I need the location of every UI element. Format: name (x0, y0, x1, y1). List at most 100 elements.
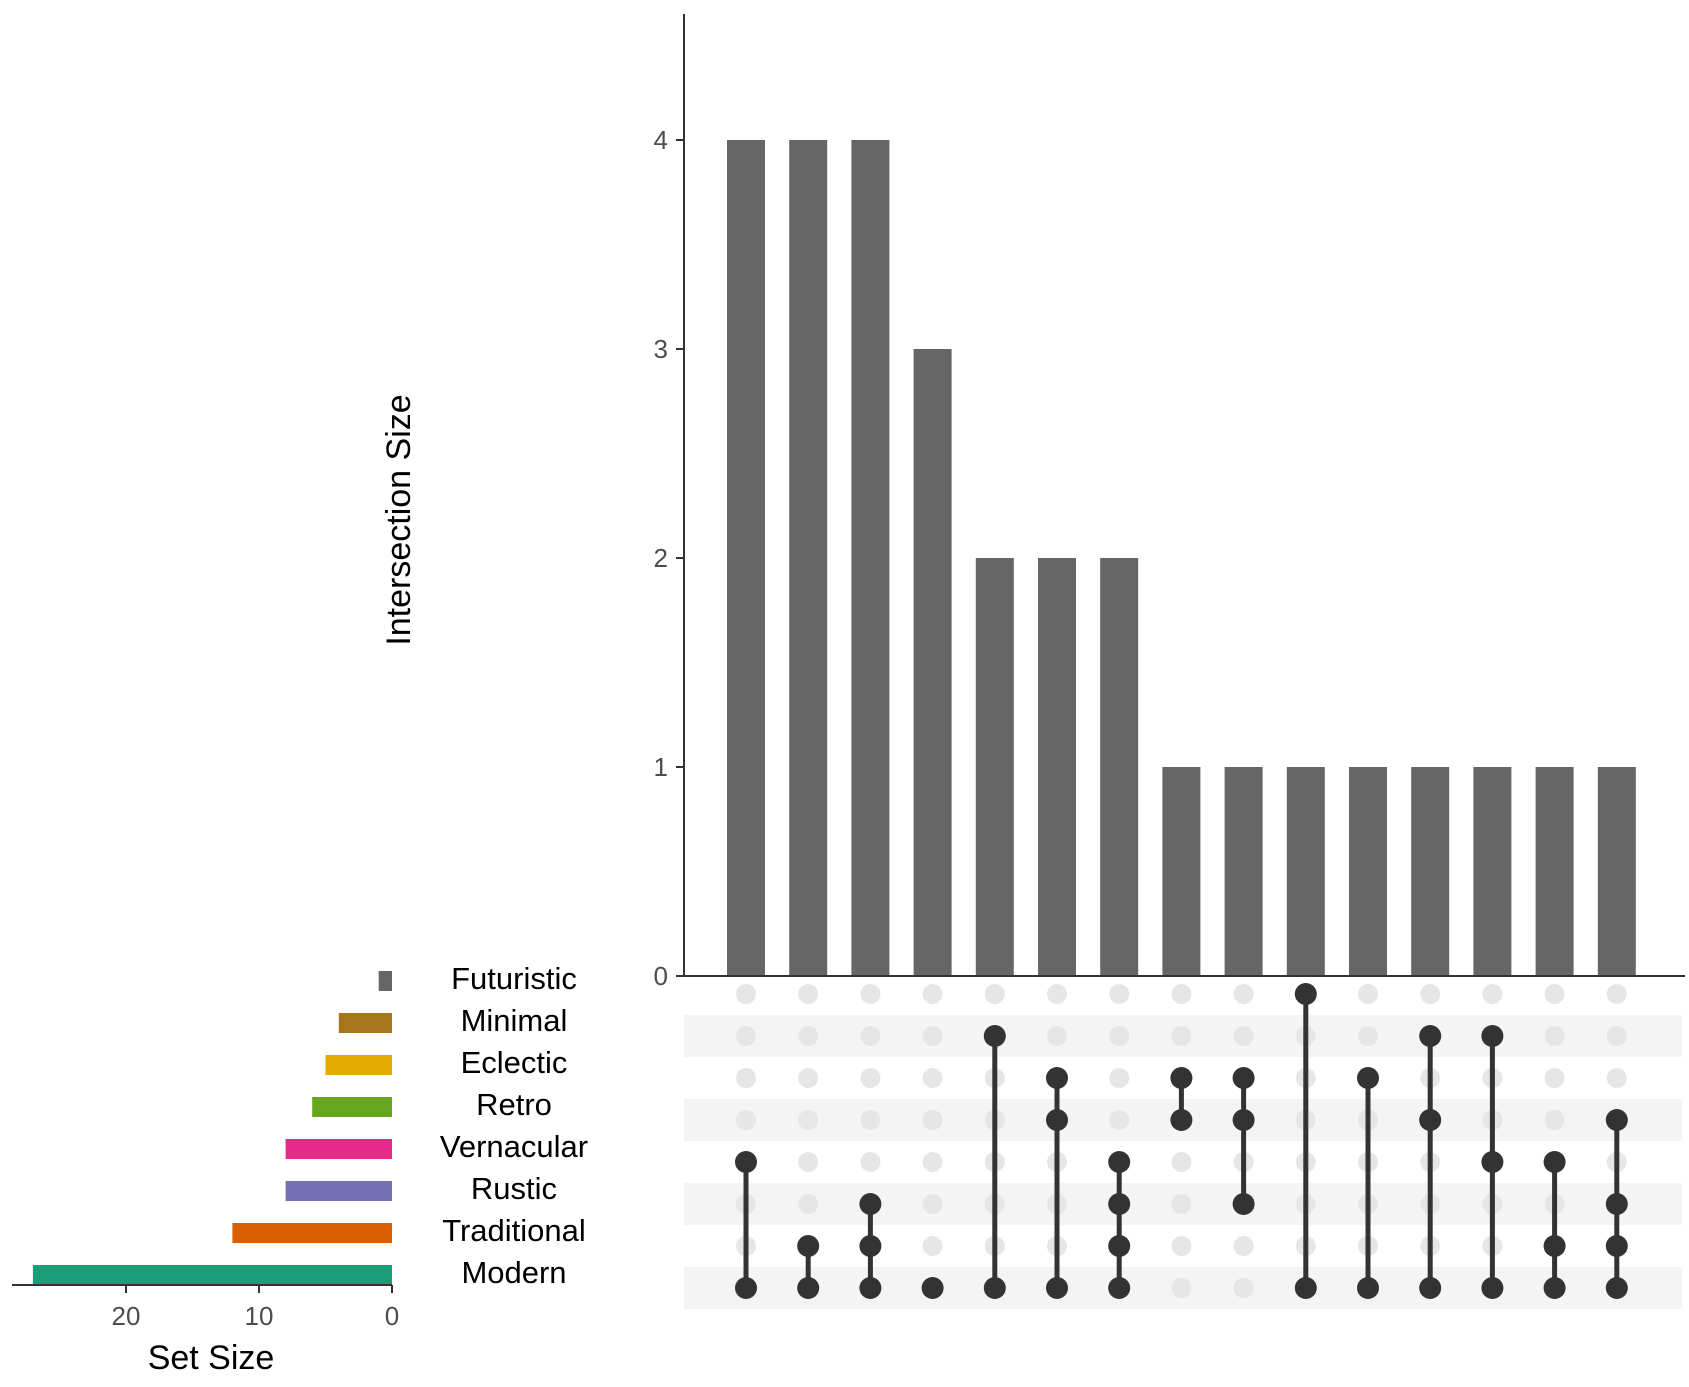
intersection-y-axis: 0 1 2 3 4 (654, 14, 1685, 991)
set-label-traditional: Traditional (442, 1213, 586, 1248)
matrix-dot-active-15-traditional (1605, 1235, 1628, 1257)
matrix-dot-inactive-8-modern (1171, 1278, 1192, 1298)
y-tick-label-3: 3 (654, 334, 668, 364)
matrix-dot-active-2-modern (797, 1277, 820, 1299)
set-name-labels: Futuristic Minimal Eclectic Retro Vernacular… (440, 961, 588, 1290)
matrix-dot-inactive-6-futuristic (1047, 984, 1067, 1004)
matrix-dot-inactive-14-minimal (1544, 1026, 1565, 1046)
matrix-dot-inactive-11-minimal (1358, 1026, 1378, 1046)
matrix-dot-inactive-15-eclectic (1606, 1068, 1627, 1088)
set-label-minimal: Minimal (461, 1003, 568, 1038)
set-size-tick-label-10: 10 (245, 1301, 274, 1331)
set-size-tick-label-0: 0 (385, 1301, 399, 1331)
matrix-dot-inactive-4-futuristic (922, 984, 943, 1004)
matrix-dot-active-13-vernacular (1481, 1151, 1504, 1173)
set-size-bar-eclectic (325, 1055, 392, 1075)
matrix-dot-active-9-retro (1232, 1109, 1255, 1131)
matrix-dot-inactive-2-rustic (798, 1194, 819, 1214)
matrix-dot-inactive-2-futuristic (798, 984, 819, 1004)
matrix-dot-active-5-minimal (983, 1025, 1006, 1047)
matrix-dot-active-7-vernacular (1108, 1151, 1131, 1173)
matrix-dot-inactive-4-eclectic (922, 1068, 943, 1088)
set-label-retro: Retro (476, 1087, 552, 1122)
intersection-bar-10 (1286, 767, 1325, 976)
matrix-dot-active-11-eclectic (1357, 1067, 1379, 1089)
y-tick-label-0: 0 (654, 961, 668, 991)
intersection-bar-13 (1473, 767, 1512, 976)
matrix-dot-active-2-traditional (797, 1235, 820, 1257)
matrix-dot-inactive-14-retro (1544, 1110, 1565, 1130)
matrix-dot-inactive-8-futuristic (1171, 984, 1192, 1004)
matrix-dot-inactive-5-futuristic (984, 984, 1005, 1004)
set-label-modern: Modern (461, 1255, 566, 1290)
matrix-dot-inactive-1-minimal (736, 1026, 756, 1046)
matrix-dot-active-12-retro (1419, 1109, 1442, 1131)
matrix-dot-inactive-15-minimal (1606, 1026, 1627, 1046)
matrix-dot-active-7-modern (1108, 1277, 1131, 1299)
set-label-vernacular: Vernacular (440, 1129, 588, 1164)
matrix-dot-active-12-minimal (1419, 1025, 1442, 1047)
intersection-bars (727, 140, 1636, 976)
matrix-dot-active-1-vernacular (735, 1151, 757, 1173)
set-size-bar-minimal (338, 1013, 392, 1033)
matrix-dot-inactive-3-minimal (860, 1026, 881, 1046)
set-size-tick-label-20: 20 (112, 1301, 141, 1331)
matrix-dot-inactive-3-eclectic (860, 1068, 881, 1088)
set-size-bar-traditional (232, 1223, 392, 1243)
matrix-dot-inactive-13-futuristic (1482, 984, 1503, 1004)
matrix-dot-active-3-rustic (859, 1193, 882, 1215)
intersection-bar-1 (727, 140, 765, 976)
matrix-dot-inactive-4-minimal (922, 1026, 943, 1046)
matrix-dot-inactive-3-vernacular (860, 1152, 881, 1172)
matrix-dot-inactive-9-traditional (1233, 1236, 1254, 1256)
set-size-bar-vernacular (285, 1139, 392, 1159)
matrix-dot-inactive-4-retro (922, 1110, 943, 1130)
matrix-dot-inactive-4-vernacular (922, 1152, 943, 1172)
matrix-dot-active-15-modern (1605, 1277, 1628, 1299)
matrix-dot-active-5-modern (983, 1277, 1006, 1299)
matrix-dot-inactive-9-modern (1233, 1278, 1254, 1298)
matrix-dot-inactive-1-retro (736, 1110, 756, 1130)
set-size-bar-futuristic (378, 971, 392, 991)
intersection-bar-3 (851, 140, 890, 976)
matrix-dot-active-11-modern (1357, 1277, 1379, 1299)
matrix-dot-active-10-futuristic (1294, 983, 1317, 1005)
matrix-dot-inactive-2-minimal (798, 1026, 819, 1046)
intersection-bar-7 (1100, 558, 1139, 976)
intersection-bar-15 (1597, 767, 1636, 976)
matrix-dot-inactive-1-futuristic (736, 984, 756, 1004)
intersection-bar-14 (1535, 767, 1574, 976)
matrix-dot-inactive-7-retro (1109, 1110, 1130, 1130)
intersection-bar-12 (1411, 767, 1450, 976)
matrix-dot-active-3-modern (859, 1277, 882, 1299)
matrix-dot-inactive-12-futuristic (1420, 984, 1441, 1004)
matrix-dot-active-10-modern (1294, 1277, 1317, 1299)
matrix-dot-inactive-9-futuristic (1233, 984, 1254, 1004)
matrix-dot-active-1-modern (735, 1277, 757, 1299)
matrix-dot-active-14-modern (1543, 1277, 1566, 1299)
set-size-bar-rustic (285, 1181, 392, 1201)
matrix-dot-inactive-7-eclectic (1109, 1068, 1130, 1088)
intersection-size-axis-title: Intersection Size (380, 394, 418, 645)
set-size-axis-title: Set Size (148, 1339, 275, 1377)
matrix-dot-active-14-traditional (1543, 1235, 1566, 1257)
matrix-dot-inactive-8-vernacular (1171, 1152, 1192, 1172)
matrix-dot-active-7-traditional (1108, 1235, 1131, 1257)
matrix-dot-inactive-14-futuristic (1544, 984, 1565, 1004)
set-size-bar-retro (312, 1097, 392, 1117)
matrix-dot-inactive-4-traditional (922, 1236, 943, 1256)
set-size-x-axis: 20 10 0 (12, 1284, 399, 1331)
y-tick-label-4: 4 (654, 125, 668, 155)
matrix-dot-active-7-rustic (1108, 1193, 1131, 1215)
y-tick-label-2: 2 (654, 543, 668, 573)
matrix-dot-active-12-modern (1419, 1277, 1442, 1299)
intersection-bar-11 (1349, 767, 1387, 976)
matrix-dot-active-4-modern (921, 1277, 944, 1299)
matrix-dot-inactive-7-minimal (1109, 1026, 1130, 1046)
matrix-dot-active-15-rustic (1605, 1193, 1628, 1215)
matrix-dot-inactive-2-eclectic (798, 1068, 819, 1088)
set-label-futuristic: Futuristic (451, 961, 577, 996)
matrix-dot-inactive-8-minimal (1171, 1026, 1192, 1046)
matrix-dot-inactive-15-futuristic (1606, 984, 1627, 1004)
